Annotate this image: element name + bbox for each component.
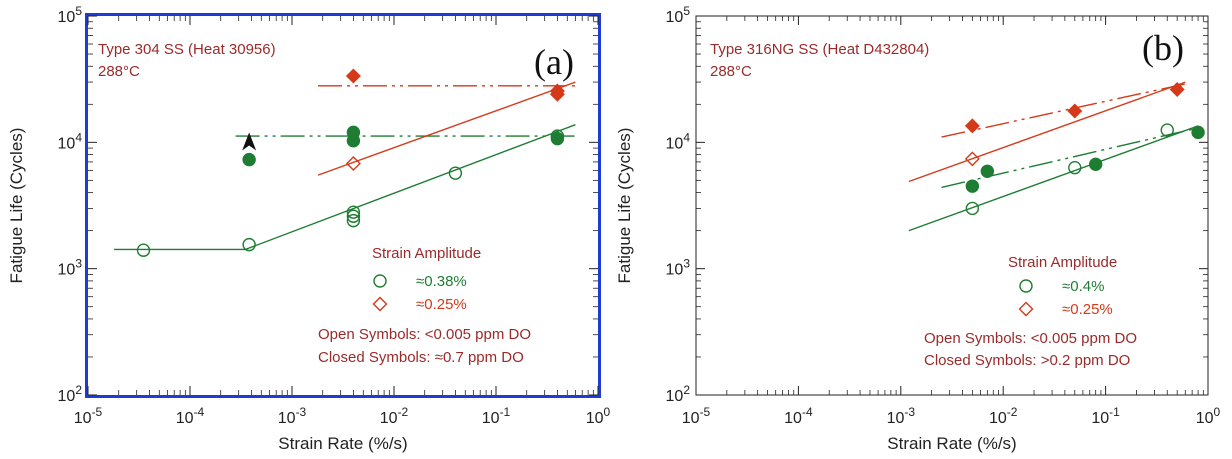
- data-point-diamond-closed: [549, 86, 565, 102]
- x-tick-label: 10-2: [989, 405, 1018, 427]
- chart-title: Type 304 SS (Heat 30956): [98, 41, 276, 58]
- legend-symbol-diamond: [372, 296, 388, 312]
- data-points: [964, 81, 1205, 216]
- data-point-circle-open: [1068, 160, 1082, 175]
- axis-ticks: [695, 15, 1209, 396]
- x-tick-label: 100: [586, 405, 611, 427]
- y-tick-label: 105: [58, 4, 83, 26]
- legend-label: ≈0.25%: [416, 296, 467, 313]
- fit-line-solid: [908, 125, 1199, 232]
- x-tick-label: 10-5: [682, 405, 711, 427]
- fit-lines: [908, 81, 1199, 232]
- panel-label: (b): [1142, 28, 1184, 68]
- data-point-circle-closed: [965, 179, 980, 193]
- data-point-circle-closed: [346, 125, 361, 140]
- data-point-circle-open: [346, 205, 361, 219]
- legend-note: Closed Symbols: >0.2 ppm DO: [924, 352, 1130, 369]
- chart-subtitle: 288°C: [710, 63, 752, 80]
- legend-title: Strain Amplitude: [1008, 254, 1117, 271]
- fit-line-dashdot: [941, 127, 1199, 189]
- data-point-circle-closed: [1191, 125, 1205, 140]
- panel-label: (a): [534, 42, 574, 82]
- data-points: [136, 68, 565, 257]
- data-point-circle-closed: [980, 164, 995, 178]
- legend-note: Closed Symbols: ≈0.7 ppm DO: [318, 349, 524, 366]
- data-point-circle-open: [136, 243, 151, 257]
- x-tick-label: 10-5: [74, 405, 103, 427]
- data-point-diamond-closed: [1067, 103, 1083, 119]
- legend-label: ≈0.25%: [1062, 301, 1113, 318]
- y-tick-label: 102: [58, 383, 83, 405]
- legend-label: ≈0.4%: [1062, 278, 1104, 295]
- x-tick-label: 10-3: [278, 405, 307, 427]
- data-point-circle-closed: [550, 131, 565, 146]
- legend-title: Strain Amplitude: [372, 245, 481, 262]
- y-tick-label: 104: [58, 130, 83, 152]
- data-point-diamond-closed: [1169, 81, 1185, 97]
- legend-symbol-circle: [373, 274, 387, 288]
- legend: Strain Amplitude ≈0.38% ≈0.25% Open Symbols…: [318, 245, 531, 366]
- x-axis-label: Strain Rate (%/s): [887, 434, 1016, 453]
- x-axis-label: Strain Rate (%/s): [278, 434, 407, 453]
- fit-line-solid: [317, 81, 576, 176]
- legend-symbol-circle: [1019, 279, 1033, 293]
- data-point-circle-open: [965, 201, 980, 216]
- data-point-circle-open: [346, 213, 361, 228]
- data-point-circle-closed: [1088, 157, 1103, 172]
- data-point-diamond-open: [964, 151, 980, 167]
- x-tick-label: 10-1: [482, 405, 511, 427]
- axis-ticks: [87, 15, 599, 396]
- chart-panel-b: 10-5 10-4 10-3 10-2 10-1 100 102 103 104 105 Strai…: [615, 4, 1221, 453]
- legend-note: Open Symbols: <0.005 ppm DO: [924, 330, 1137, 347]
- y-tick-label: 103: [58, 257, 83, 279]
- y-tick-label: 105: [666, 4, 691, 26]
- runout-arrow-icon: [242, 132, 257, 151]
- chart-title: Type 316NG SS (Heat D432804): [710, 41, 929, 58]
- fit-line-dashdot: [941, 83, 1186, 138]
- data-point-diamond-closed: [964, 118, 980, 134]
- fit-line-solid: [114, 124, 576, 251]
- data-point-diamond-closed: [345, 68, 361, 84]
- y-axis-label: Fatigue Life (Cycles): [7, 128, 26, 284]
- x-tick-label: 10-1: [1091, 405, 1120, 427]
- x-tick-label: 10-2: [380, 405, 409, 427]
- plot-frame: [695, 15, 1209, 396]
- data-point-circle-open: [242, 237, 256, 252]
- x-tick-label: 100: [1196, 405, 1221, 427]
- fit-line-solid: [908, 81, 1186, 183]
- legend: Strain Amplitude ≈0.4% ≈0.25% Open Symbols:…: [924, 254, 1137, 369]
- x-tick-label: 10-4: [784, 405, 813, 427]
- x-tick-label: 10-3: [887, 405, 916, 427]
- plot-frame: [85, 13, 601, 398]
- data-point-diamond-open: [345, 156, 361, 171]
- data-point-circle-open: [448, 166, 463, 180]
- y-tick-label: 104: [666, 130, 691, 152]
- tick-labels: 10-5 10-4 10-3 10-2 10-1 100 102 103 104 105: [58, 4, 611, 427]
- data-point-circle-open: [1160, 123, 1174, 137]
- data-point-circle-open: [346, 209, 361, 223]
- chart-panel-a: 10-5 10-4 10-3 10-2 10-1 100 102 103 104 105 Strai…: [7, 4, 611, 453]
- chart-subtitle: 288°C: [98, 63, 140, 80]
- fit-lines: [114, 81, 576, 251]
- y-tick-label: 103: [666, 257, 691, 279]
- legend-label: ≈0.38%: [416, 273, 467, 290]
- y-axis-label: Fatigue Life (Cycles): [615, 128, 634, 284]
- tick-labels: 10-5 10-4 10-3 10-2 10-1 100 102 103 104 105: [666, 4, 1221, 427]
- y-tick-label: 102: [666, 383, 691, 405]
- x-tick-label: 10-4: [176, 405, 205, 427]
- legend-symbol-diamond: [1018, 301, 1034, 317]
- data-point-circle-closed: [242, 152, 256, 167]
- legend-note: Open Symbols: <0.005 ppm DO: [318, 326, 531, 343]
